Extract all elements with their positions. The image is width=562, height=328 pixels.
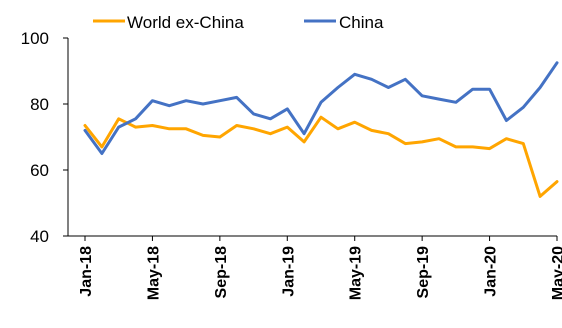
x-tick-label: Sep-19 xyxy=(415,246,432,299)
y-tick-label: 60 xyxy=(30,161,49,180)
legend-label-china: China xyxy=(339,13,384,32)
y-tick-group: 40 60 80 100 xyxy=(21,29,68,246)
y-tick-label: 80 xyxy=(30,95,49,114)
x-tick-label: Sep-18 xyxy=(213,246,230,299)
series-group xyxy=(83,61,559,198)
y-tick-label: 40 xyxy=(30,227,49,246)
legend: World ex-China China xyxy=(93,13,384,32)
x-tick-label: May-18 xyxy=(145,246,162,300)
x-tick-label: Jan-19 xyxy=(280,246,297,297)
series-line-world-ex-china xyxy=(83,115,559,198)
x-tick-label: May-20 xyxy=(550,246,562,300)
x-tick-label: Jan-20 xyxy=(483,246,500,297)
y-tick-label: 100 xyxy=(21,29,49,48)
x-tick-label: May-19 xyxy=(348,246,365,300)
series-line-china xyxy=(83,61,559,155)
legend-label-world-ex-china: World ex-China xyxy=(127,13,244,32)
x-tick-label: Jan-18 xyxy=(78,246,95,297)
x-tick-group: Jan-18 May-18 Sep-18 Jan-19 May-19 Sep-19 Jan-… xyxy=(78,236,562,300)
